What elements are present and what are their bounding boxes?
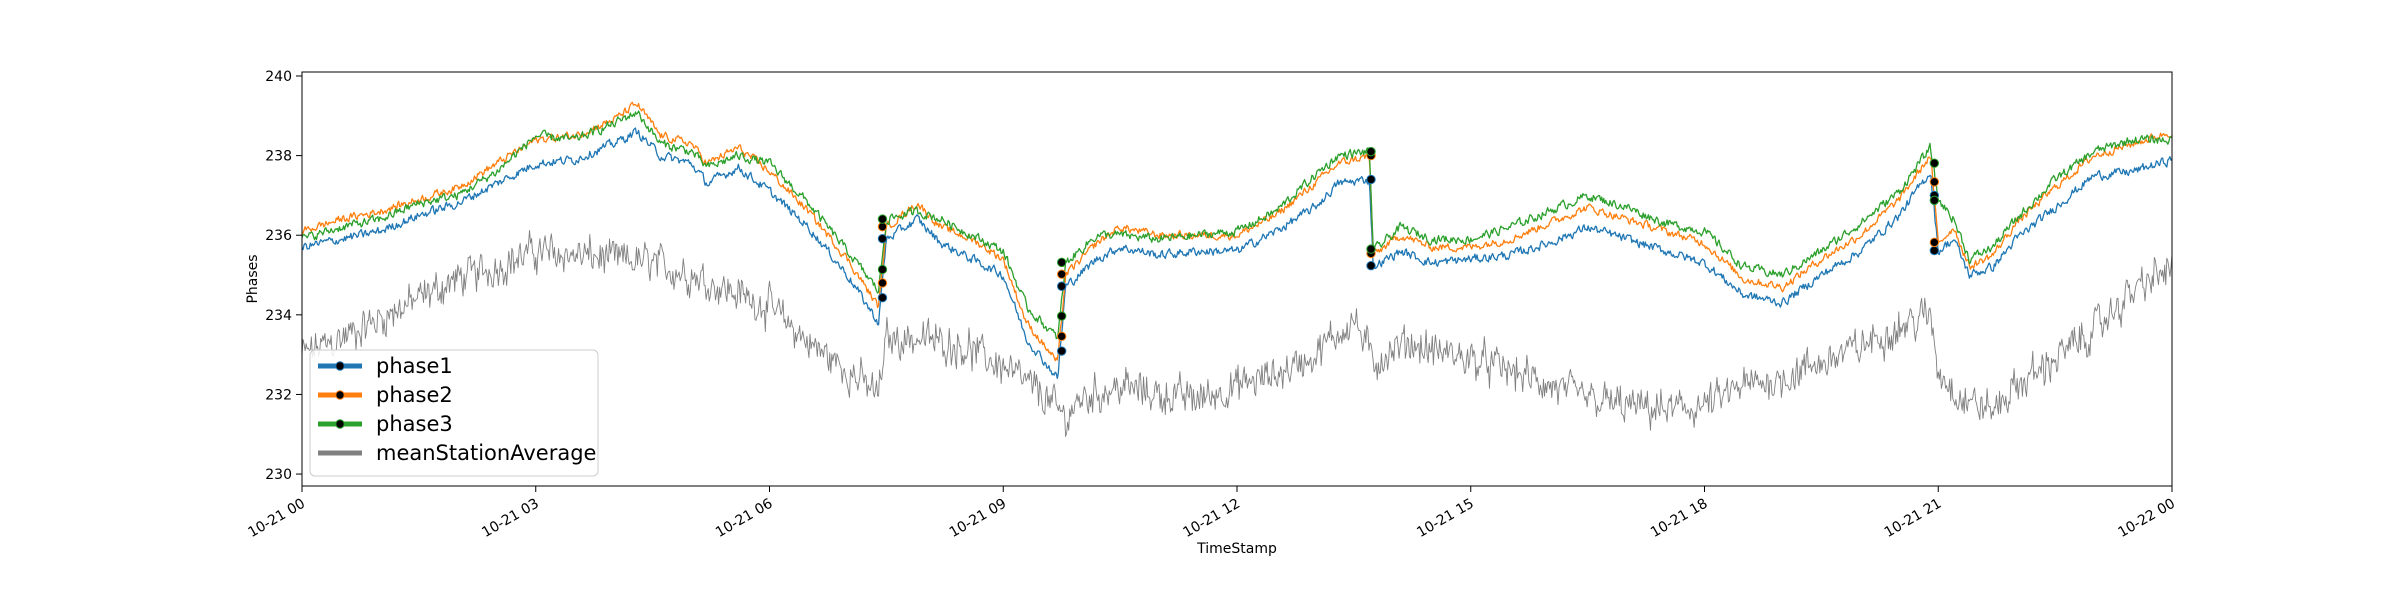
jump-marker-phase3 <box>877 264 888 275</box>
jump-marker-phase3 <box>1366 146 1376 157</box>
series-line-phase1 <box>302 127 2172 379</box>
legend-marker-phase3 <box>335 419 345 429</box>
legend-box <box>309 349 599 477</box>
y-tick-label: 234 <box>265 308 292 324</box>
jump-marker-phase1 <box>877 233 888 244</box>
jump-marker-phase3 <box>1929 158 1940 168</box>
y-axis: 230 232 234 236 238 240 <box>265 69 302 483</box>
series-layer <box>302 101 2172 437</box>
jump-markers <box>877 146 1940 356</box>
jump-marker-phase2 <box>1929 177 1940 187</box>
jump-marker-phase1 <box>1056 281 1067 291</box>
jump-marker-phase2 <box>877 278 888 288</box>
jump-marker-phase3 <box>1366 244 1376 254</box>
jump-marker-phase2 <box>1056 269 1067 279</box>
legend-marker-phase2 <box>335 390 345 400</box>
series-line-meanStationAverage <box>302 230 2172 437</box>
legend-marker-phase1 <box>335 361 345 371</box>
jump-marker-phase1 <box>1366 260 1376 271</box>
jump-marker-phase1 <box>1366 174 1376 185</box>
series-line-phase3 <box>302 110 2172 340</box>
jump-marker-phase3 <box>1056 311 1067 321</box>
y-tick-label: 236 <box>265 228 292 244</box>
y-tick-label: 240 <box>265 69 292 85</box>
legend-label-phase1: phase1 <box>376 354 453 378</box>
series-line-phase2 <box>302 101 2172 362</box>
jump-marker-phase2 <box>1929 237 1940 248</box>
legend: phase1 phase2 phase3 meanStationAverage <box>309 349 599 477</box>
legend-label-phase2: phase2 <box>376 383 453 407</box>
jump-marker-phase1 <box>1056 346 1067 356</box>
jump-marker-phase2 <box>1056 331 1067 342</box>
jump-marker-phase3 <box>1056 257 1067 268</box>
jump-marker-phase1 <box>1929 245 1940 256</box>
y-axis-label: Phases <box>245 254 261 303</box>
jump-marker-phase3 <box>1929 195 1940 206</box>
y-tick-label: 238 <box>265 149 292 165</box>
jump-marker-phase1 <box>877 293 888 303</box>
legend-label-meanStationAverage: meanStationAverage <box>376 441 596 465</box>
jump-marker-phase3 <box>877 214 888 224</box>
x-axis-label: TimeStamp <box>1196 541 1277 557</box>
legend-label-phase3: phase3 <box>376 412 453 436</box>
y-tick-label: 232 <box>265 387 292 403</box>
y-tick-label: 230 <box>265 467 292 483</box>
